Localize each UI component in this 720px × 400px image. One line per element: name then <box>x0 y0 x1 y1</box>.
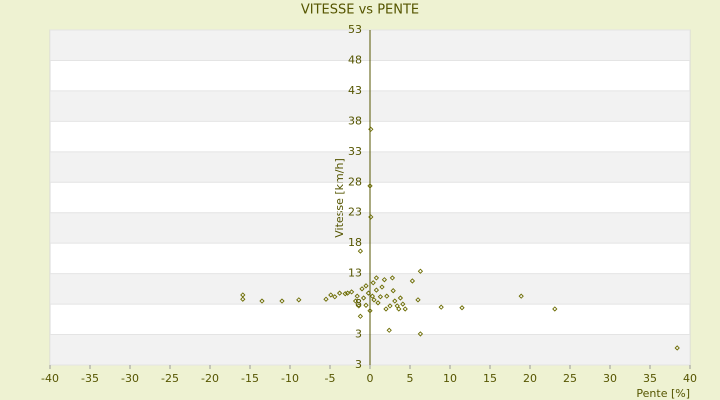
point <box>348 289 355 295</box>
point <box>370 280 376 286</box>
y-tick-label: 53 <box>348 23 362 36</box>
x-tick-label: 40 <box>683 372 697 385</box>
point <box>357 248 364 254</box>
point <box>344 290 351 296</box>
point <box>368 126 374 132</box>
point <box>402 306 408 312</box>
point <box>368 214 374 220</box>
point <box>363 283 369 289</box>
point <box>409 278 416 284</box>
y-tick-label: 13 <box>348 267 362 280</box>
point <box>367 308 373 314</box>
point <box>369 293 376 299</box>
y-tick-label: 3 <box>355 328 362 341</box>
point <box>417 331 424 337</box>
point <box>438 304 444 310</box>
point <box>240 296 246 302</box>
x-tick-label: 5 <box>407 372 414 385</box>
point <box>417 268 424 274</box>
point <box>389 275 396 281</box>
x-tick-label: -25 <box>161 372 179 385</box>
point <box>354 293 360 299</box>
y-axis-label: Vitesse [km/h] <box>333 158 346 238</box>
point <box>352 298 359 304</box>
point <box>323 296 329 302</box>
point <box>371 297 377 303</box>
point <box>396 306 402 312</box>
point <box>415 297 421 303</box>
x-tick-label: 0 <box>367 372 374 385</box>
x-tick-label: -40 <box>41 372 59 385</box>
point <box>336 290 343 296</box>
point <box>400 301 406 307</box>
x-tick-label: -5 <box>325 372 336 385</box>
point <box>387 303 393 309</box>
x-tick-label: -15 <box>241 372 259 385</box>
y-tick-label: 23 <box>348 206 362 219</box>
x-tick-label: 30 <box>603 372 617 385</box>
point <box>394 303 400 309</box>
point <box>375 300 381 306</box>
point <box>367 183 373 189</box>
x-tick-label: -20 <box>201 372 219 385</box>
point <box>459 305 465 311</box>
point <box>357 313 364 319</box>
x-tick-label: 25 <box>563 372 577 385</box>
point <box>397 295 404 301</box>
x-tick-label: -30 <box>121 372 139 385</box>
point <box>383 306 389 312</box>
y-tick-label: 33 <box>348 145 362 158</box>
point <box>279 298 285 304</box>
point <box>373 287 380 293</box>
x-tick-label: 20 <box>523 372 537 385</box>
point <box>552 306 558 312</box>
x-tick-label: 15 <box>483 372 497 385</box>
chart-title: VITESSE vs PENTE <box>301 3 419 18</box>
point <box>392 298 398 304</box>
point <box>381 277 388 283</box>
point <box>332 294 338 300</box>
y-tick-label: 28 <box>348 175 362 188</box>
point <box>296 297 302 303</box>
point <box>363 302 369 308</box>
x-tick-label: -10 <box>281 372 299 385</box>
x-tick-label: -35 <box>81 372 99 385</box>
y-tick-label: 38 <box>348 114 362 127</box>
y-tick-label: 18 <box>348 236 362 249</box>
point <box>360 295 367 301</box>
point <box>390 288 396 294</box>
point <box>518 293 524 299</box>
point <box>674 345 680 351</box>
point <box>342 291 348 297</box>
point <box>356 303 362 309</box>
point <box>365 290 372 296</box>
point <box>373 275 380 281</box>
point <box>259 298 265 304</box>
x-tick-label: 35 <box>643 372 657 385</box>
point <box>379 284 385 290</box>
x-axis-label: Pente [%] <box>636 387 690 400</box>
point <box>377 294 384 300</box>
x-tick-label: 10 <box>443 372 457 385</box>
y-tick-label: 3 <box>355 358 362 371</box>
y-tick-label: 43 <box>348 84 362 97</box>
point <box>359 286 365 292</box>
point <box>328 292 334 298</box>
point <box>384 293 390 299</box>
y-tick-label: 48 <box>348 53 362 66</box>
point <box>386 327 392 333</box>
